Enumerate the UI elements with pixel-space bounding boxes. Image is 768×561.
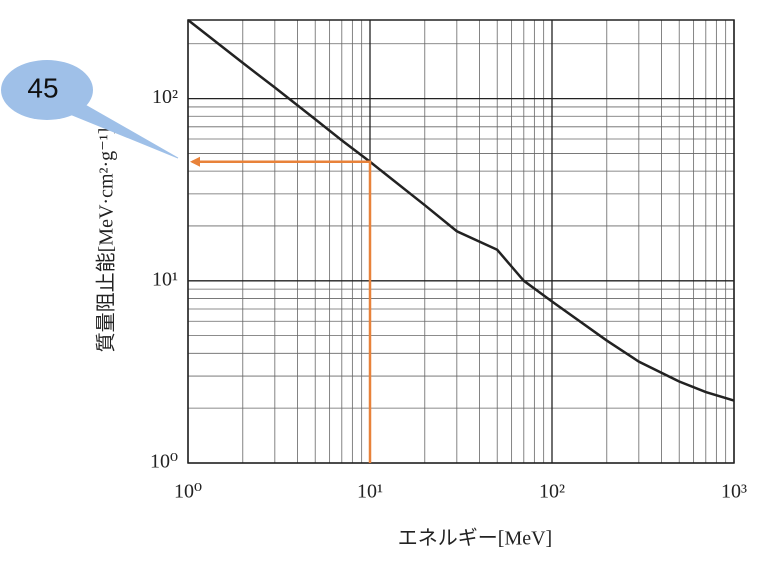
y-axis-label: 質量阻止能[MeV·cm²·g⁻¹] bbox=[95, 128, 118, 353]
callout-label: 45 bbox=[27, 72, 58, 103]
y-tick-label: 10¹ bbox=[152, 268, 178, 290]
y-tick-label: 10² bbox=[152, 86, 178, 108]
callout-bubble bbox=[1, 60, 93, 120]
data-line bbox=[187, 19, 735, 402]
annotation-arrowhead bbox=[190, 156, 200, 167]
x-tick-label: 10⁰ bbox=[174, 481, 202, 503]
grid bbox=[187, 20, 735, 464]
plot-frame bbox=[187, 19, 735, 464]
x-tick-label: 10³ bbox=[721, 481, 747, 503]
x-tick-label: 10¹ bbox=[357, 481, 383, 503]
x-axis-label: エネルギー[MeV] bbox=[398, 527, 552, 550]
y-tick-label: 10⁰ bbox=[150, 451, 178, 473]
annotation-arrow bbox=[192, 160, 372, 463]
callout: 45 bbox=[1, 60, 179, 159]
x-tick-label: 10² bbox=[539, 481, 565, 503]
